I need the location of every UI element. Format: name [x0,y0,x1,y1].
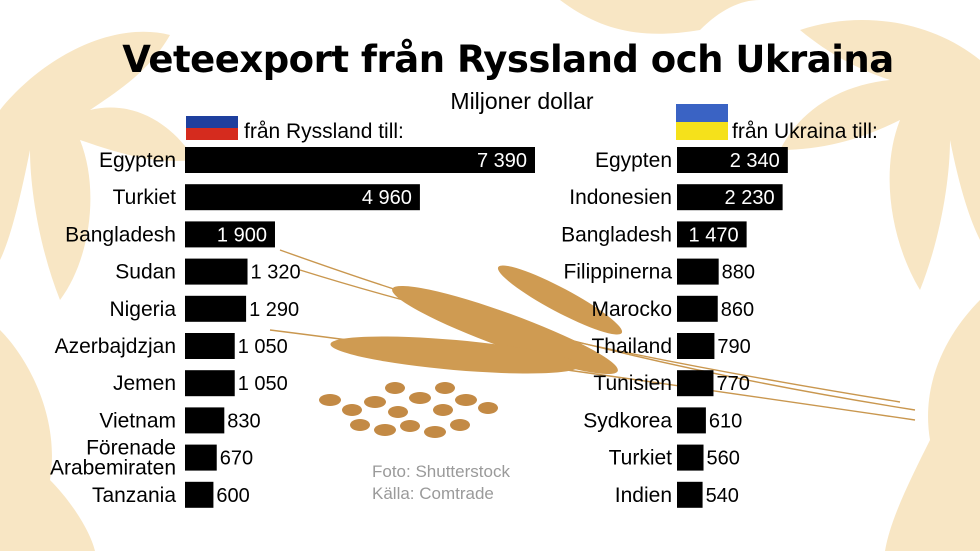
russia-bar [185,407,225,434]
russia-flag-stripe-blue [186,116,238,128]
russia-heading: från Ryssland till: [244,120,404,143]
chart-title: Veteexport från Ryssland och Ukraina [122,38,894,81]
ukraine-category-label: Sydkorea [583,409,672,432]
russia-value-label: 1 900 [217,224,267,246]
russia-bar [185,370,235,397]
russia-flag-icon [186,104,238,140]
russia-bar [185,258,248,285]
palm-decoration-right [780,20,980,290]
ukraine-category-label: Turkiet [609,447,673,470]
russia-bar [185,333,235,359]
russia-value-label: 670 [220,448,253,470]
ukraine-category-label: Marocko [591,298,672,321]
ukraine-value-label: 2 340 [730,150,780,172]
russia-value-label: 4 960 [362,187,412,209]
ukraine-value-label: 610 [709,410,742,432]
russia-flag-stripe-white [186,104,238,116]
ukraine-flag-icon [676,104,728,140]
russia-value-label: 1 320 [251,262,301,284]
russia-category-label: Vietnam [99,409,176,432]
ukraine-bar [677,295,718,322]
palm-decoration-left [0,31,195,300]
russia-value-label: 1 050 [238,373,288,395]
russia-bar [185,184,420,211]
ukraine-bar [677,147,788,173]
ukraine-category-label: Thailand [591,335,672,358]
source-credit: Källa: Comtrade [372,484,494,503]
russia-value-label: 830 [227,410,260,432]
russia-value-label: 600 [216,485,249,507]
ukraine-flag-stripe-blue [676,104,728,122]
ukraine-bar [677,370,714,397]
russia-value-label: 7 390 [477,150,527,172]
russia-category-label: Förenade Arabemiraten [50,437,176,480]
ukraine-flag-stripe-yellow [676,122,728,140]
ukraine-value-label: 880 [722,262,755,284]
russia-bar [185,481,214,508]
ukraine-value-label: 560 [707,448,740,470]
ukraine-value-label: 540 [706,485,739,507]
ukraine-category-label: Indonesien [569,186,672,209]
russia-value-label: 1 050 [238,336,288,358]
ukraine-bar [677,221,747,248]
ukraine-value-label: 2 230 [725,187,775,209]
palm-decoration-top [560,0,760,34]
russia-category-label: Sudan [115,261,176,284]
ukraine-value-label: 860 [721,299,754,321]
russia-category-label: Nigeria [109,298,176,321]
russia-category-label: Turkiet [113,186,177,209]
ukraine-bar [677,333,715,359]
russia-bar [185,295,247,322]
russia-category-label: Egypten [99,149,176,172]
ukraine-value-label: 790 [717,336,750,358]
ukraine-value-label: 770 [716,373,749,395]
russia-flag-stripe-red [186,128,238,140]
ukraine-bar [677,444,704,471]
russia-bar [185,221,275,248]
ukraine-category-label: Egypten [595,149,672,172]
ukraine-heading: från Ukraina till: [732,120,878,143]
russia-bar [185,147,535,173]
russia-value-label: 1 290 [249,299,299,321]
russia-category-label: Tanzania [92,484,176,507]
ukraine-bar [677,407,706,434]
photo-credit: Foto: Shutterstock [372,462,510,481]
russia-category-label: Jemen [113,372,176,395]
ukraine-bar [677,184,783,211]
palm-decoration-left-lower [0,330,95,551]
ukraine-bar [677,258,719,285]
ukraine-category-label: Indien [615,484,672,507]
russia-bar [185,444,217,471]
ukraine-category-label: Tunisien [593,372,672,395]
ukraine-category-label: Filippinerna [563,261,672,284]
russia-category-label: Bangladesh [65,223,176,246]
ukraine-bar [677,481,703,508]
palm-decoration-right-lower [885,300,980,551]
russia-category-label: Azerbajdzjan [55,335,176,358]
ukraine-category-label: Bangladesh [561,223,672,246]
chart-subtitle: Miljoner dollar [450,88,594,114]
ukraine-value-label: 1 470 [689,224,739,246]
